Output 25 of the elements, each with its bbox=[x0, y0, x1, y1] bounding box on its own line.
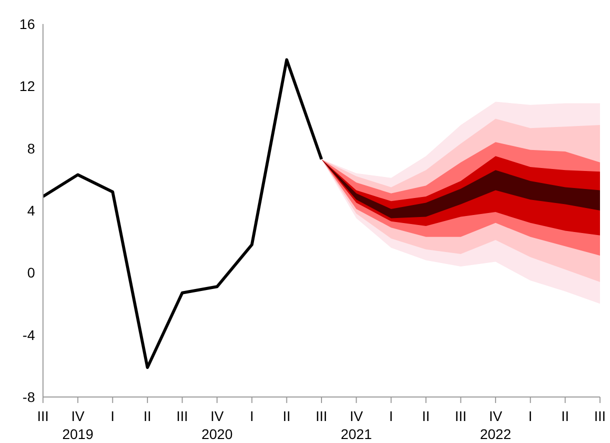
x-tick-label: III bbox=[316, 408, 328, 424]
y-tick-label: 0 bbox=[27, 264, 36, 281]
x-tick-label: II bbox=[561, 408, 570, 424]
x-tick-label: I bbox=[110, 408, 115, 424]
x-tick-label: II bbox=[144, 408, 152, 424]
y-tick-label: 4 bbox=[27, 202, 36, 218]
line-series bbox=[43, 58, 323, 369]
x-tick-label: IV 2019 bbox=[62, 408, 94, 442]
y-tick-label: -4 bbox=[22, 326, 36, 343]
x-tick-label: I bbox=[389, 408, 394, 424]
x-tick-label: IV 2022 bbox=[480, 408, 512, 442]
x-tick-label: IV 2021 bbox=[340, 408, 372, 442]
x-tick-label: III bbox=[454, 408, 467, 424]
y-tick-label: -8 bbox=[22, 388, 36, 405]
x-tick-label: II bbox=[282, 408, 291, 424]
x-tick-label: III bbox=[594, 408, 606, 424]
x-tick-label: III bbox=[37, 408, 49, 424]
x-tick-label: I bbox=[250, 408, 254, 424]
y-tick-label: 8 bbox=[27, 140, 36, 156]
x-tick-label: I bbox=[528, 408, 532, 424]
y-tick-label: 12 bbox=[19, 78, 36, 94]
x-tick-label: IV 2020 bbox=[201, 408, 233, 442]
x-tick-label: II bbox=[422, 408, 430, 424]
x-tick-label: III bbox=[176, 408, 188, 424]
y-tick-label: 16 bbox=[19, 16, 36, 32]
